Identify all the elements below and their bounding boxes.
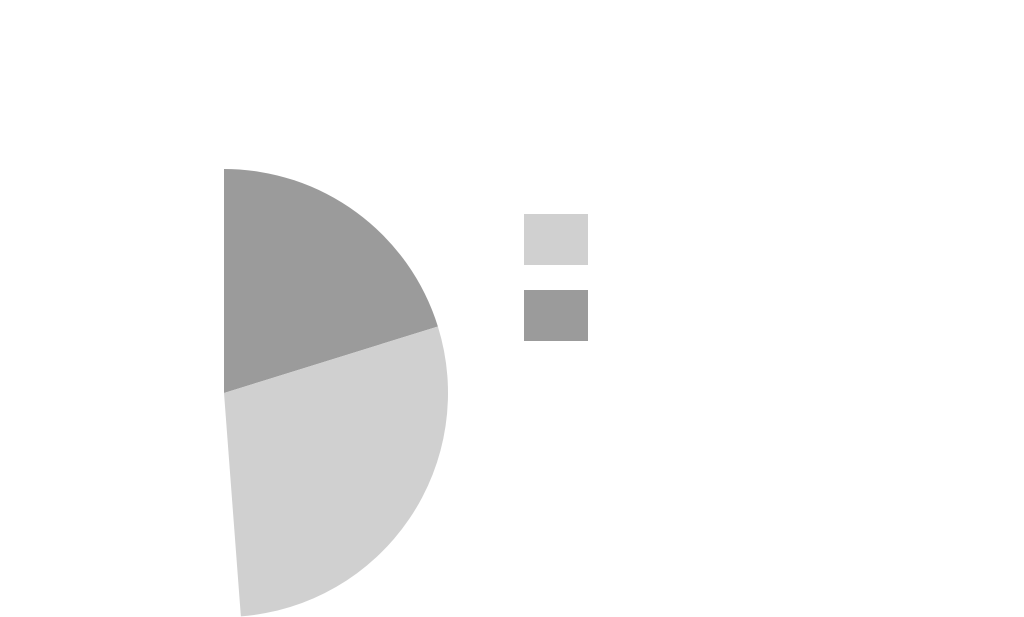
pie-slice-2 [224,326,448,617]
legend-item-2 [524,290,598,341]
legend-swatch-1 [524,214,588,265]
legend-swatch-2 [524,290,588,341]
legend [524,214,598,341]
legend-item-1 [524,214,598,265]
pie-slices [224,168,448,617]
pie-slice-1 [224,168,438,393]
